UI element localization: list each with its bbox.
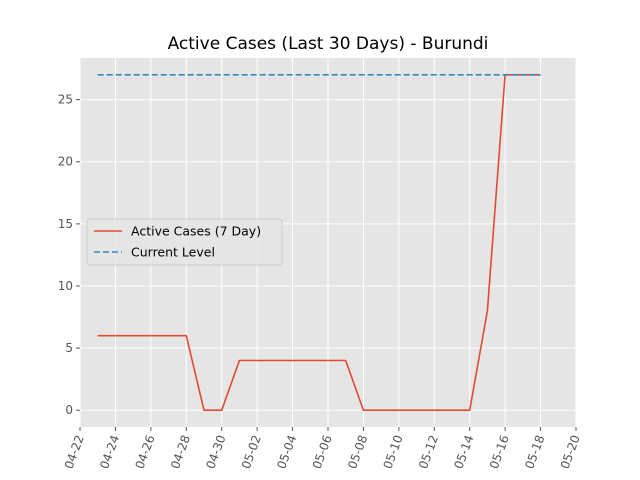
x-tick-label: 05-16	[487, 433, 512, 471]
series-line-1	[97, 74, 541, 412]
y-axis: 0 5 10 15 20 25	[58, 93, 80, 417]
legend-label-1: Active Cases (7 Day)	[131, 224, 261, 239]
x-tick-label: 05-14	[451, 433, 476, 471]
legend: Active Cases (7 Day) Current Level	[86, 218, 283, 266]
y-tick-label: 0	[65, 403, 73, 417]
x-tick-label: 05-20	[558, 433, 583, 471]
x-axis: 04-22 04-24 04-26 04-28 04-30 05-02 05-04 05-06…	[62, 427, 583, 471]
y-tick-label: 10	[58, 279, 73, 293]
x-tick-label: 05-06	[310, 433, 335, 471]
legend-box	[86, 218, 283, 266]
x-tick-label: 05-08	[345, 433, 370, 471]
legend-label-2: Current Level	[131, 245, 215, 260]
series-layer	[97, 74, 541, 412]
x-tick-label: 05-02	[239, 433, 264, 471]
y-tick-label: 20	[58, 155, 73, 169]
y-tick-label: 25	[58, 93, 73, 107]
chart-title: Active Cases (Last 30 Days) - Burundi	[168, 34, 489, 54]
x-tick-label: 04-30	[203, 433, 228, 471]
x-tick-label: 04-26	[133, 433, 158, 471]
x-tick-label: 04-28	[168, 433, 193, 471]
x-tick-label: 04-24	[97, 433, 122, 471]
x-tick-label: 05-04	[274, 433, 299, 471]
x-tick-label: 05-18	[522, 433, 547, 471]
x-tick-label: 05-10	[381, 433, 406, 471]
y-tick-label: 15	[58, 217, 73, 231]
x-tick-label: 04-22	[62, 433, 87, 471]
y-tick-label: 5	[65, 341, 73, 355]
x-tick-label: 05-12	[416, 433, 441, 471]
